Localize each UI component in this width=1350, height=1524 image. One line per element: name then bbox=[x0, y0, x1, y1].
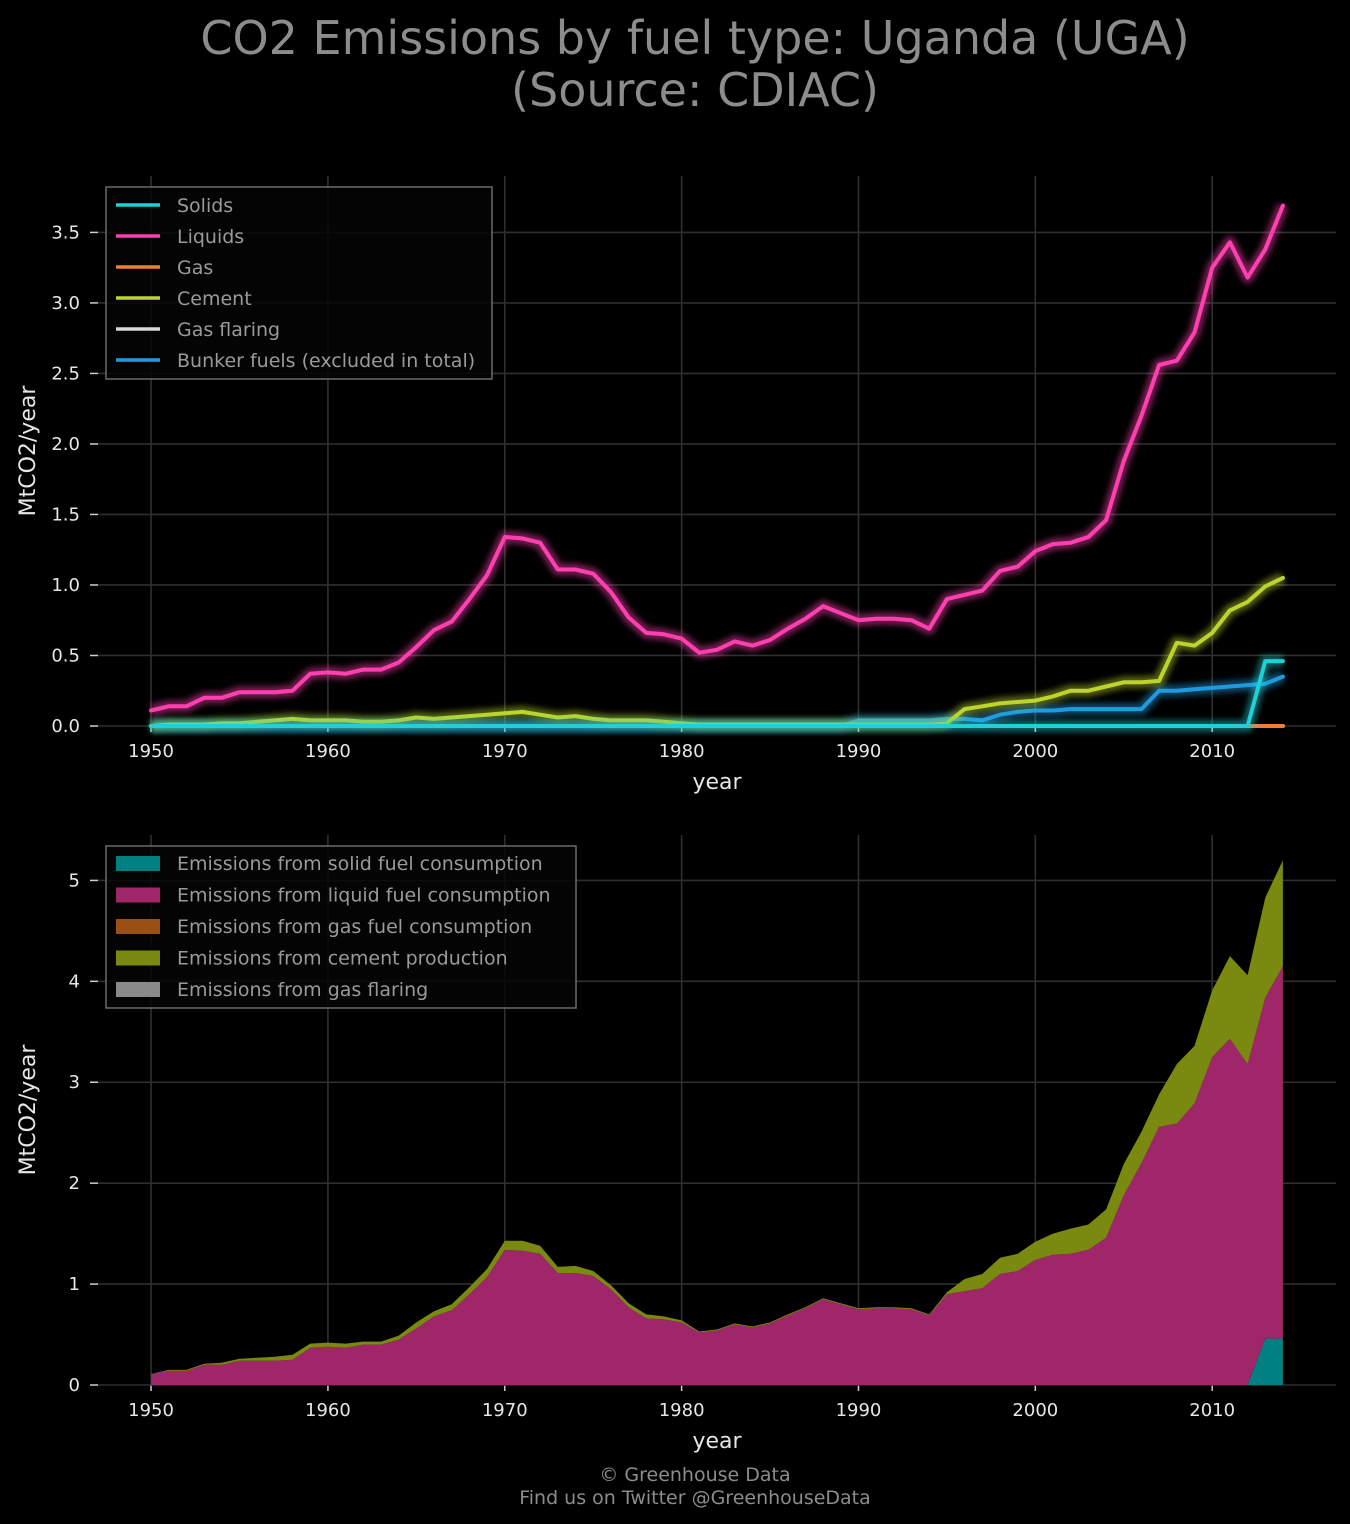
x-tick-label: 1990 bbox=[836, 741, 882, 762]
x-tick-label: 2000 bbox=[1012, 1400, 1058, 1421]
x-tick-label: 2010 bbox=[1189, 741, 1235, 762]
x-tick-label: 2000 bbox=[1012, 741, 1058, 762]
y-tick-label: 0.5 bbox=[51, 645, 80, 666]
x-tick-label: 1960 bbox=[305, 1400, 351, 1421]
legend-label: Emissions from cement production bbox=[177, 948, 508, 970]
credits: © Greenhouse Data Find us on Twitter @Gr… bbox=[0, 1464, 1350, 1510]
y-axis-label: MtCO2/year bbox=[16, 385, 41, 517]
x-tick-label: 1960 bbox=[305, 741, 351, 762]
x-tick-label: 2010 bbox=[1189, 1400, 1235, 1421]
series-line-liquids bbox=[149, 203, 1285, 713]
legend-label: Solids bbox=[177, 195, 233, 217]
x-tick-label: 1950 bbox=[128, 741, 174, 762]
legend-swatch bbox=[116, 982, 160, 997]
x-tick-label: 1970 bbox=[482, 1400, 528, 1421]
y-tick-label: 0 bbox=[69, 1375, 80, 1396]
y-tick-label: 2.0 bbox=[51, 434, 80, 455]
legend-frame bbox=[105, 845, 577, 1009]
legend-label: Gas flaring bbox=[177, 319, 280, 341]
y-tick-label: 2 bbox=[69, 1173, 80, 1194]
legend-swatch bbox=[116, 919, 160, 934]
legend-label: Cement bbox=[177, 288, 252, 310]
series-line-solids bbox=[149, 659, 1285, 728]
area-liquids bbox=[151, 966, 1283, 1385]
credits-line-1: © Greenhouse Data bbox=[599, 1464, 791, 1486]
x-axis-label: year bbox=[692, 1429, 742, 1454]
x-axis-label: year bbox=[692, 770, 742, 795]
title-line-1: CO2 Emissions by fuel type: Uganda (UGA) bbox=[200, 11, 1190, 65]
legend-frame bbox=[105, 186, 493, 380]
legend-top: Solids Liquids Gas Cement Gas flaring Bunker … bbox=[105, 186, 493, 380]
x-tick-label: 1980 bbox=[659, 1400, 705, 1421]
chart-title: CO2 Emissions by fuel type: Uganda (UGA)… bbox=[0, 12, 1350, 116]
x-tick-label: 1990 bbox=[836, 1400, 882, 1421]
y-axis-label: MtCO2/year bbox=[16, 1044, 41, 1176]
legend-bottom: Emissions from solid fuel consumption Emi… bbox=[105, 845, 577, 1009]
y-tick-label: 2.5 bbox=[51, 363, 80, 384]
x-tick-label: 1950 bbox=[128, 1400, 174, 1421]
x-tick-label: 1980 bbox=[659, 741, 705, 762]
credits-line-2: Find us on Twitter @GreenhouseData bbox=[519, 1487, 871, 1509]
y-tick-label: 4 bbox=[69, 971, 80, 992]
y-tick-label: 0.0 bbox=[51, 716, 80, 737]
y-tick-label: 5 bbox=[69, 870, 80, 891]
bottom-area-chart: 1950 1960 1970 1980 1990 2000 2010 0 1 2 3 4 5 year Mt… bbox=[16, 835, 1336, 1454]
legend-label: Emissions from liquid fuel consumption bbox=[177, 885, 551, 907]
legend-label: Gas bbox=[177, 257, 213, 279]
title-line-2: (Source: CDIAC) bbox=[511, 63, 879, 117]
top-line-chart: 1950 1960 1970 1980 1990 2000 2010 0.0 0.5 1.0 1.5… bbox=[16, 176, 1336, 795]
y-tick-label: 1.5 bbox=[51, 504, 80, 525]
legend-label: Emissions from gas flaring bbox=[177, 979, 428, 1001]
legend-label: Liquids bbox=[177, 226, 244, 248]
y-tick-label: 3 bbox=[69, 1072, 80, 1093]
legend-swatch bbox=[116, 887, 160, 903]
y-tick-label: 3.5 bbox=[51, 222, 80, 243]
y-tick-label: 1 bbox=[69, 1274, 80, 1295]
legend-label: Bunker fuels (excluded in total) bbox=[177, 350, 475, 372]
y-tick-label: 3.0 bbox=[51, 293, 80, 314]
legend-swatch bbox=[116, 856, 160, 871]
legend-label: Emissions from gas fuel consumption bbox=[177, 916, 532, 938]
legend-swatch bbox=[116, 950, 160, 966]
x-tick-label: 1970 bbox=[482, 741, 528, 762]
y-tick-label: 1.0 bbox=[51, 575, 80, 596]
legend-label: Emissions from solid fuel consumption bbox=[177, 853, 543, 875]
